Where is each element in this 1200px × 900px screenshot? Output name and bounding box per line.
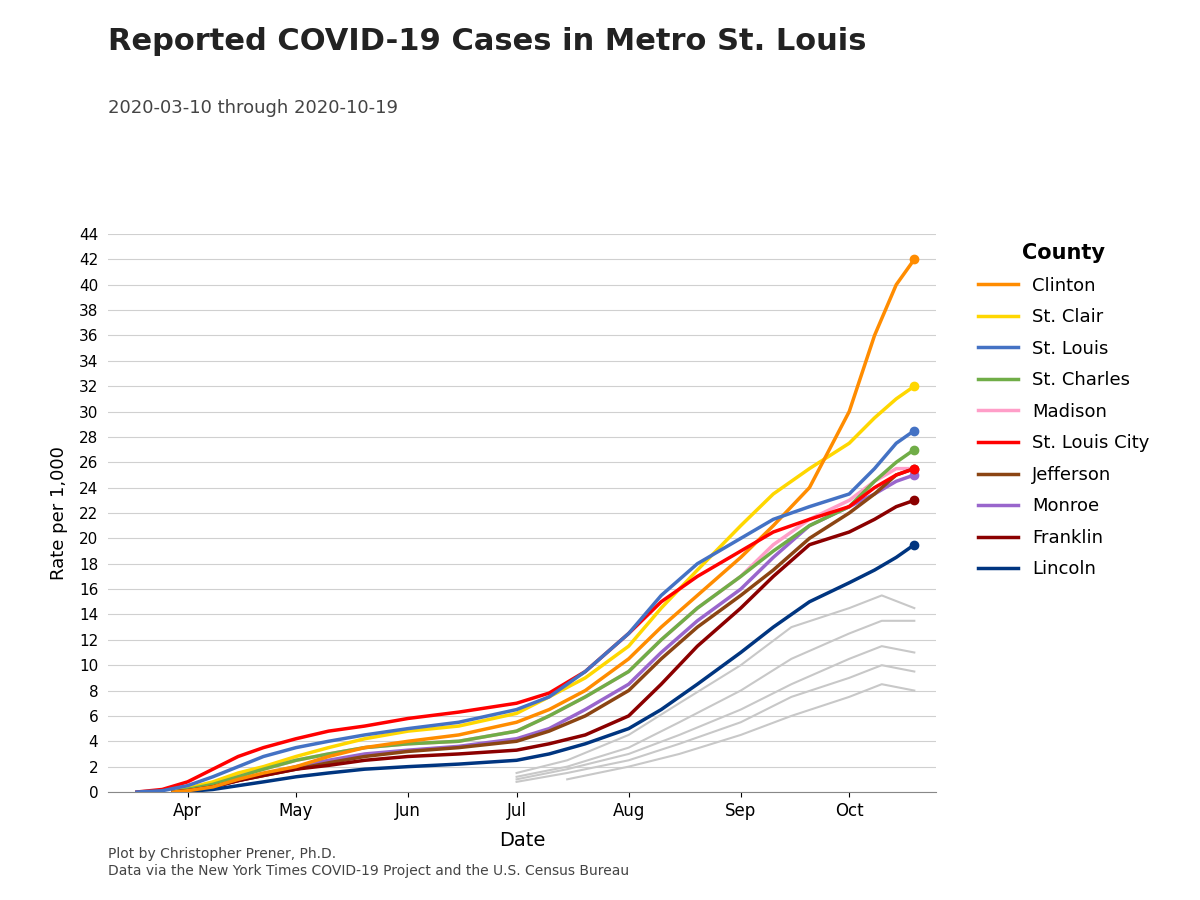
X-axis label: Date: Date [499, 831, 545, 850]
Text: 2020-03-10 through 2020-10-19: 2020-03-10 through 2020-10-19 [108, 99, 398, 117]
Text: Reported COVID-19 Cases in Metro St. Louis: Reported COVID-19 Cases in Metro St. Lou… [108, 27, 866, 56]
Legend: Clinton, St. Clair, St. Louis, St. Charles, Madison, St. Louis City, Jefferson, : Clinton, St. Clair, St. Louis, St. Charl… [978, 243, 1150, 579]
Text: Plot by Christopher Prener, Ph.D.
Data via the New York Times COVID-19 Project a: Plot by Christopher Prener, Ph.D. Data v… [108, 847, 629, 878]
Y-axis label: Rate per 1,000: Rate per 1,000 [49, 446, 67, 580]
